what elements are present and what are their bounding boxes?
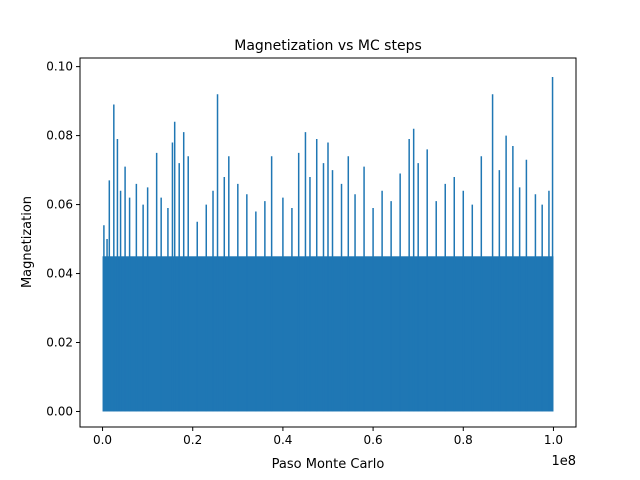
y-tick-label: 0.00	[46, 404, 73, 418]
chart-title: Magnetization vs MC steps	[234, 38, 422, 54]
x-tick-label: 0.6	[364, 433, 383, 447]
y-tick-label: 0.02	[46, 336, 73, 350]
x-tick-label: 0.2	[183, 433, 202, 447]
plot-area	[79, 57, 577, 428]
x-tick-label: 0.4	[273, 433, 292, 447]
axes-frame	[79, 57, 577, 428]
x-tick-label: 1.0	[544, 433, 563, 447]
x-axis-label: Paso Monte Carlo	[272, 457, 385, 472]
x-tick-label: 0.0	[93, 433, 112, 447]
y-axis-label: Magnetization	[20, 196, 35, 288]
y-tick-label: 0.04	[46, 267, 73, 281]
x-axis: 0.0 0.2 0.4 0.6 0.8 1.0	[93, 427, 563, 447]
y-axis: 0.00 0.02 0.04 0.06 0.08 0.10	[46, 60, 80, 418]
y-tick-label: 0.08	[46, 129, 73, 143]
series-layer	[102, 76, 554, 412]
x-axis-offset-label: 1e8	[551, 454, 576, 469]
y-tick-label: 0.10	[46, 60, 73, 74]
y-tick-label: 0.06	[46, 198, 73, 212]
x-tick-label: 0.8	[454, 433, 473, 447]
